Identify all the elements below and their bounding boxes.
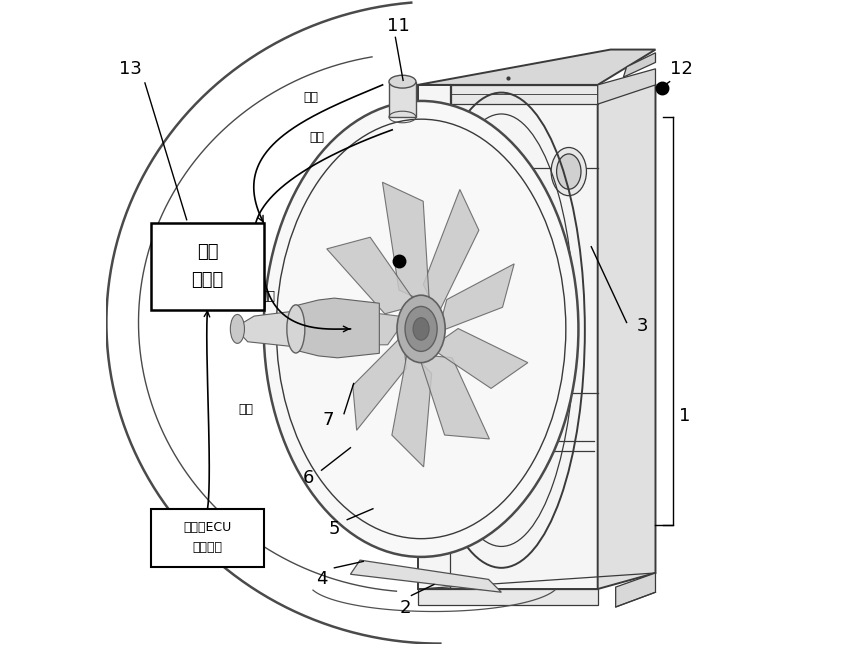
Bar [418,589,598,605]
Text: 2: 2 [399,599,410,617]
Ellipse shape [397,295,445,362]
Text: 13: 13 [120,60,142,78]
Text: 输入: 输入 [310,131,325,144]
Polygon shape [315,309,407,346]
Text: 输入: 输入 [239,402,253,415]
Ellipse shape [540,440,552,453]
Polygon shape [423,190,479,315]
Polygon shape [431,328,528,388]
Polygon shape [353,335,406,430]
Polygon shape [327,237,417,314]
Text: 6: 6 [303,469,315,487]
Text: 转速信号: 转速信号 [192,541,222,555]
Ellipse shape [287,305,305,353]
Ellipse shape [413,318,429,340]
Polygon shape [438,264,514,332]
Ellipse shape [389,75,416,88]
Text: 4: 4 [315,570,327,588]
Text: 输入: 输入 [304,91,318,104]
Ellipse shape [450,148,475,183]
Polygon shape [292,298,380,358]
Polygon shape [418,50,656,85]
Polygon shape [235,311,296,347]
Text: 3: 3 [637,317,648,335]
Text: 1: 1 [679,406,690,424]
Text: 电机: 电机 [197,243,218,261]
Bar [151,509,263,566]
Text: 输出: 输出 [261,290,275,303]
Polygon shape [392,350,432,467]
Bar [451,85,598,104]
Ellipse shape [405,306,437,352]
Polygon shape [419,355,489,439]
Text: 12: 12 [669,60,693,78]
Ellipse shape [557,154,581,189]
Polygon shape [351,560,501,592]
Polygon shape [616,573,656,607]
Polygon shape [382,183,429,304]
Polygon shape [598,69,656,104]
Polygon shape [598,85,656,589]
Ellipse shape [263,101,579,557]
Polygon shape [623,53,656,77]
Text: 控制器: 控制器 [192,272,224,290]
Bar [151,223,263,310]
Bar [389,82,416,117]
Text: 5: 5 [328,521,340,539]
Text: 11: 11 [387,17,410,35]
Ellipse shape [230,315,245,343]
Bar [418,85,598,589]
Text: 发动机ECU: 发动机ECU [184,521,232,534]
Ellipse shape [551,148,587,195]
Text: 7: 7 [322,411,333,429]
